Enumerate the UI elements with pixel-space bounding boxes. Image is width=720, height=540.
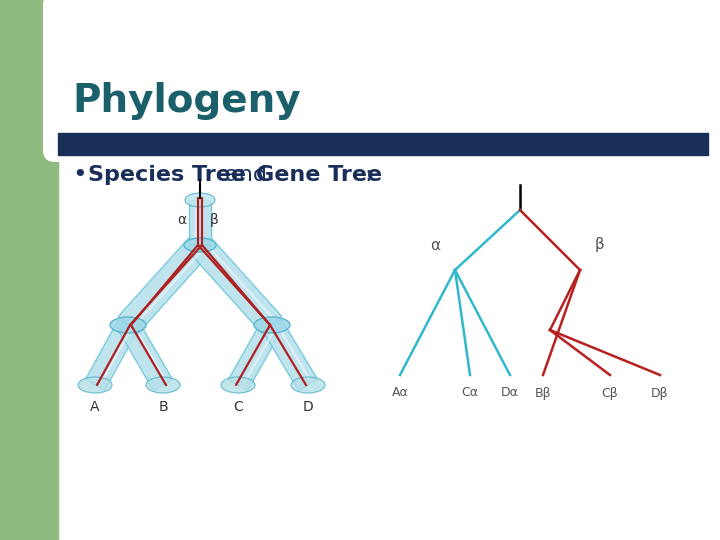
Text: α: α (177, 213, 186, 227)
Text: Species Tree: Species Tree (88, 165, 246, 185)
Ellipse shape (146, 377, 180, 393)
Text: α: α (430, 238, 440, 253)
FancyBboxPatch shape (43, 0, 707, 162)
Text: Dβ: Dβ (651, 387, 669, 400)
Polygon shape (263, 319, 318, 390)
Ellipse shape (291, 377, 325, 393)
Text: A: A (90, 400, 100, 414)
Polygon shape (85, 320, 138, 390)
Polygon shape (118, 237, 210, 334)
Ellipse shape (78, 377, 112, 393)
Text: •: • (72, 163, 86, 187)
Polygon shape (189, 200, 211, 245)
Text: B: B (158, 400, 168, 414)
Ellipse shape (184, 238, 216, 252)
Text: Dα: Dα (501, 387, 519, 400)
Polygon shape (228, 320, 282, 390)
Text: :: : (364, 165, 372, 185)
Text: and: and (218, 165, 274, 185)
Text: β: β (595, 238, 605, 253)
Text: Phylogeny: Phylogeny (72, 82, 301, 120)
Bar (0, 0, 250, 110)
Ellipse shape (110, 317, 146, 333)
Text: Cα: Cα (462, 387, 479, 400)
Ellipse shape (221, 377, 255, 393)
Ellipse shape (254, 317, 290, 333)
Bar (58, 133, 708, 155)
Bar (0, 0, 58, 540)
Text: Gene Tree: Gene Tree (256, 165, 382, 185)
Text: C: C (233, 400, 243, 414)
Polygon shape (190, 237, 282, 334)
Text: Aα: Aα (392, 387, 408, 400)
Polygon shape (119, 320, 173, 390)
Ellipse shape (185, 193, 215, 207)
Text: D: D (302, 400, 313, 414)
Text: Bβ: Bβ (535, 387, 552, 400)
Text: Cβ: Cβ (602, 387, 618, 400)
Text: β: β (210, 213, 218, 227)
